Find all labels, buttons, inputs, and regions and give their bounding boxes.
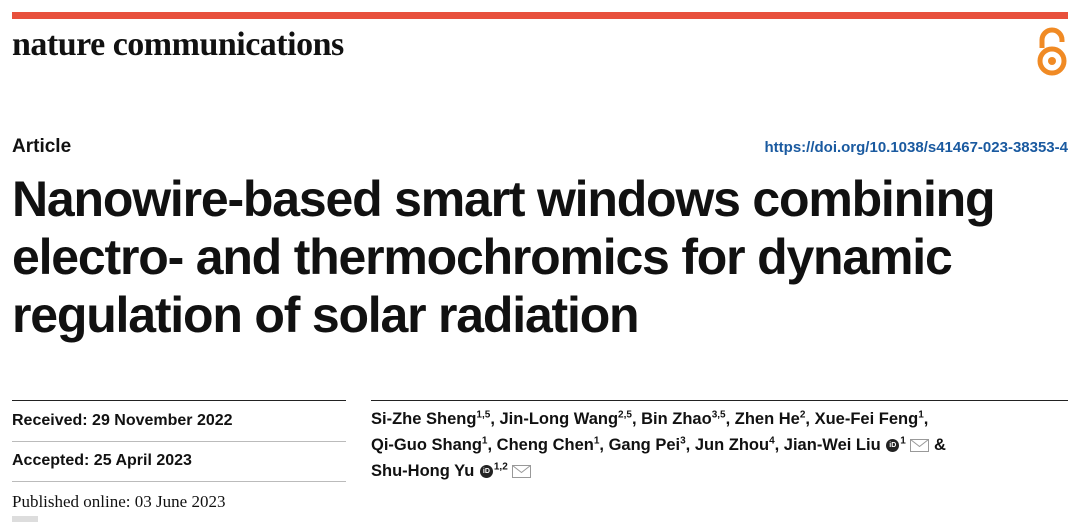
received-date: Received: 29 November 2022	[12, 412, 233, 429]
author[interactable]: Cheng Chen1	[496, 435, 600, 454]
accepted-date: Accepted: 25 April 2023	[12, 452, 192, 469]
divider	[12, 481, 346, 482]
doi-link[interactable]: https://doi.org/10.1038/s41467-023-38353…	[764, 139, 1069, 156]
title-line: electro- and thermochromics for dynamic	[12, 229, 953, 285]
article-dates: Received: 29 November 2022 Accepted: 25 …	[12, 400, 346, 480]
published-date: Published online: 03 June 2023	[12, 492, 226, 511]
orcid-icon[interactable]: iD	[886, 439, 900, 453]
author[interactable]: Gang Pei3	[608, 435, 686, 454]
author[interactable]: Zhen He2	[734, 409, 806, 428]
orcid-icon[interactable]: iD	[479, 465, 493, 479]
author[interactable]: Jian-Wei Liu iD 1	[784, 436, 934, 454]
author[interactable]: Si-Zhe Sheng1,5	[371, 409, 491, 428]
divider	[12, 400, 346, 401]
author[interactable]: Qi-Guo Shang1	[371, 435, 488, 454]
author[interactable]: Jun Zhou4	[694, 435, 775, 454]
author[interactable]: Bin Zhao3,5	[641, 409, 726, 428]
author-conjunction: &	[934, 436, 946, 454]
journal-accent-bar	[12, 12, 1068, 19]
author[interactable]: Jin-Long Wang2,5	[499, 409, 632, 428]
title-line: regulation of solar radiation	[12, 287, 640, 343]
article-title: Nanowire-based smart windows combining e…	[12, 170, 1072, 344]
email-icon[interactable]	[910, 439, 930, 453]
author-list: Si-Zhe Sheng1,5, Jin-Long Wang2,5, Bin Z…	[371, 409, 946, 480]
email-icon[interactable]	[512, 465, 532, 479]
open-access-icon	[1037, 27, 1067, 76]
journal-name[interactable]: nature communications	[12, 26, 344, 63]
divider	[12, 441, 346, 442]
author[interactable]: Xue-Fei Feng1	[814, 409, 924, 428]
author[interactable]: Shu-Hong Yu iD 1,2	[371, 462, 532, 480]
title-line: Nanowire-based smart windows combining	[12, 171, 996, 227]
cropped-element	[12, 516, 38, 522]
article-type: Article	[12, 136, 72, 157]
divider	[371, 400, 1068, 401]
